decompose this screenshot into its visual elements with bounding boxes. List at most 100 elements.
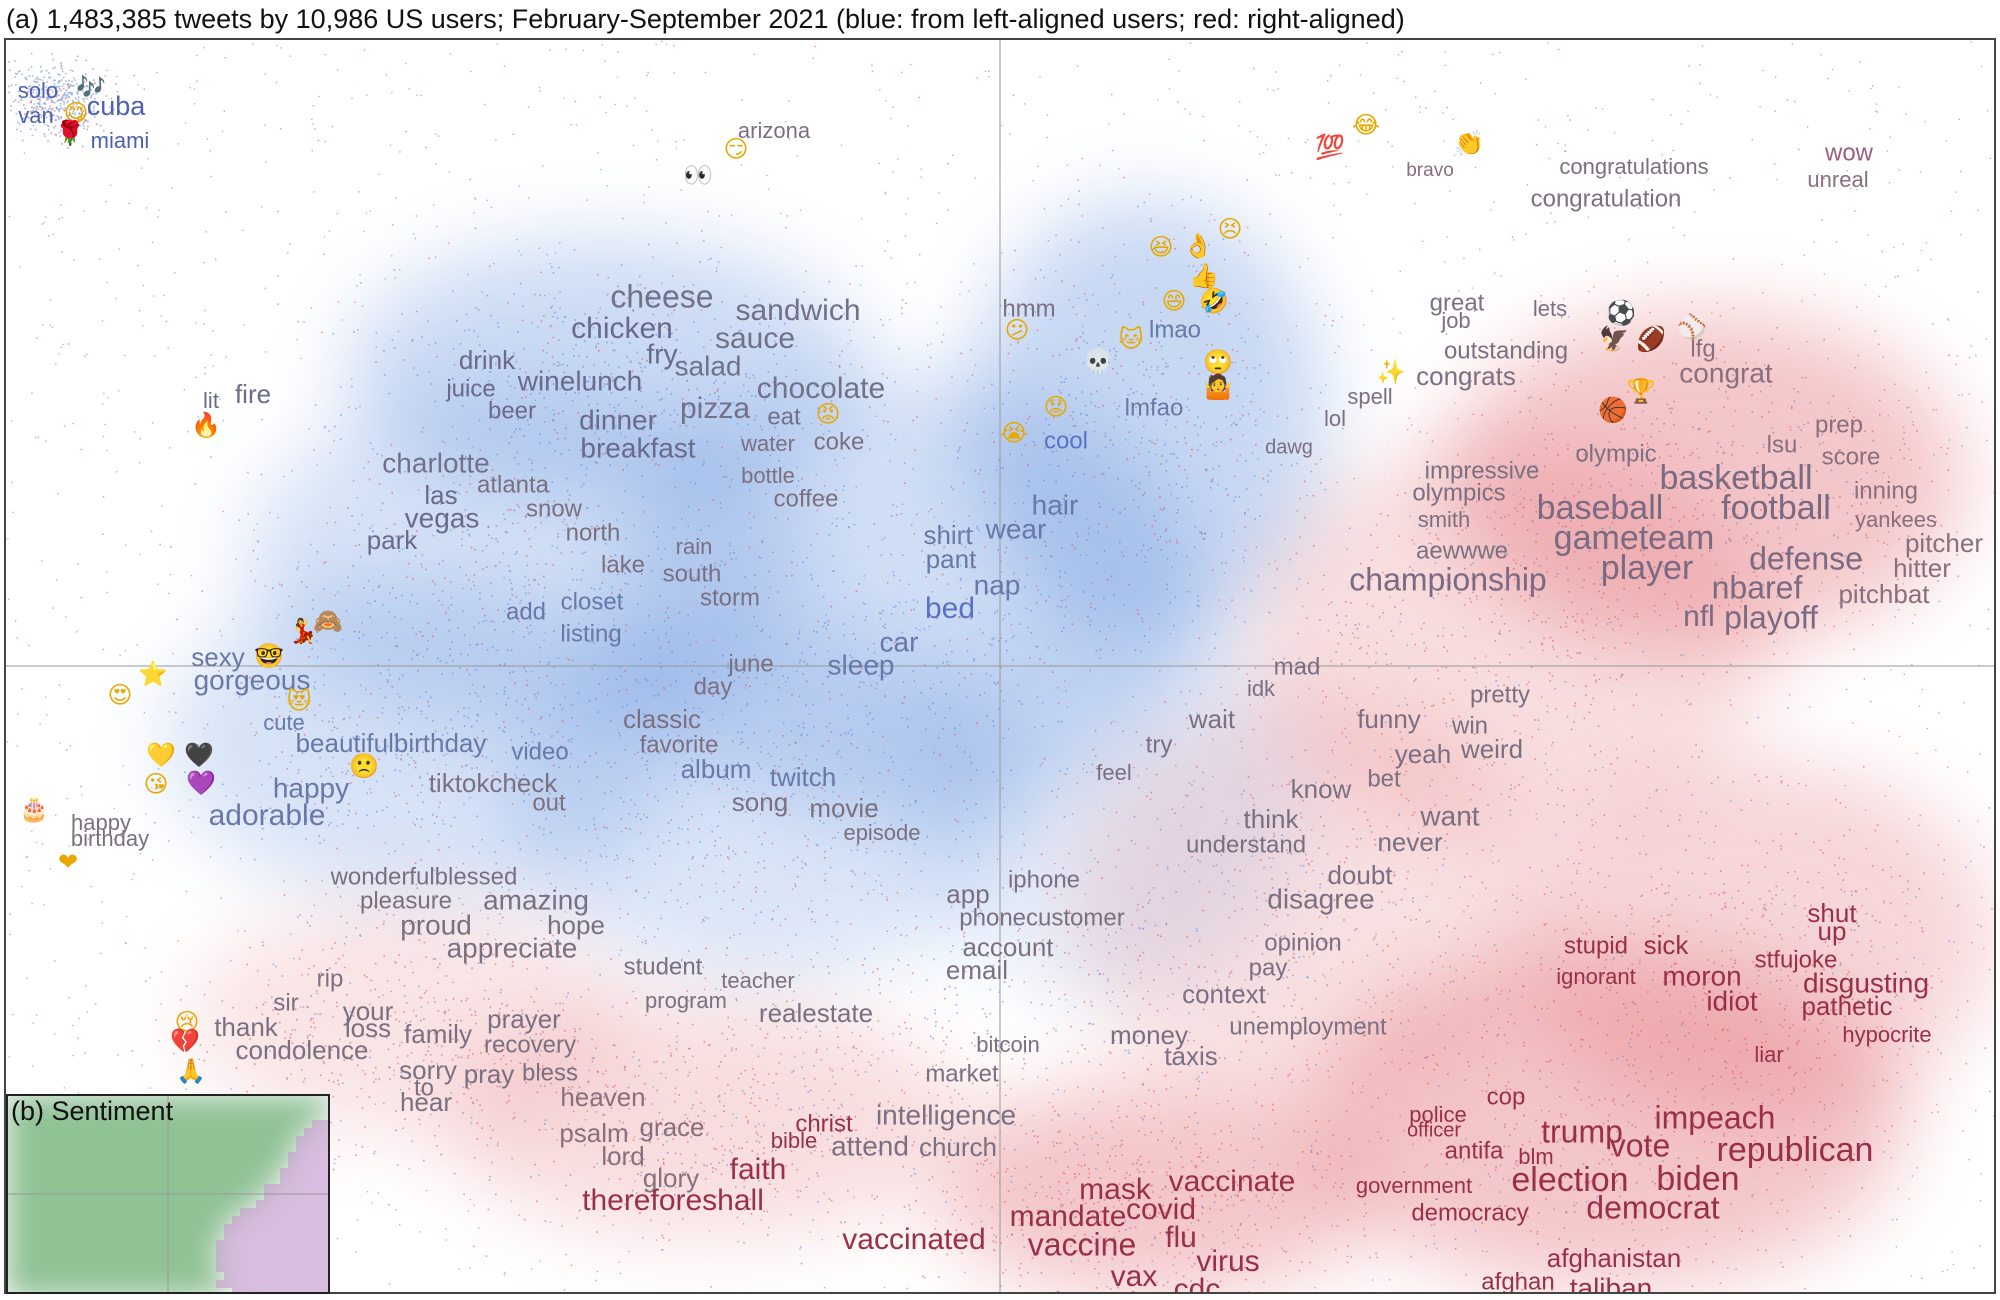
word-label: try [1146, 731, 1173, 758]
word-label: loss [345, 1013, 391, 1043]
word-label: sorry [399, 1055, 457, 1085]
word-label: hope [547, 910, 605, 940]
word-label: storm [700, 584, 760, 611]
word-label: car [880, 626, 919, 657]
word-label: mandate [1010, 1200, 1127, 1233]
word-label: recovery [484, 1031, 576, 1058]
word-label: psalm [559, 1118, 628, 1148]
word-label: sleep [828, 649, 895, 680]
word-label: flu [1165, 1221, 1197, 1254]
word-label: realestate [759, 998, 873, 1028]
word-label: funny [1357, 704, 1421, 734]
word-label: mask [1079, 1173, 1152, 1206]
emoji-label: 🌹 [55, 118, 85, 147]
gridlines [6, 40, 1994, 1292]
word-label: bitcoin [976, 1032, 1040, 1057]
emoji-label: 🐱 [1118, 325, 1143, 353]
word-label: video [511, 738, 568, 765]
word-label: miami [91, 128, 150, 153]
word-label: olympic [1575, 440, 1656, 467]
word-label: ignorant [1556, 964, 1636, 989]
word-label: cute [263, 710, 305, 735]
word-label: bravo [1406, 160, 1454, 181]
word-label: appreciate [447, 932, 578, 963]
emoji-label: 🏈 [1636, 325, 1666, 353]
word-label: fry [646, 338, 677, 369]
word-label: church [919, 1132, 997, 1162]
word-label: twitch [770, 762, 836, 792]
emoji-label: 🦅 [1599, 324, 1629, 353]
word-label: heaven [560, 1082, 645, 1112]
word-label: adorable [209, 799, 326, 832]
word-label: beautifulbirthday [296, 728, 487, 758]
word-label: nap [974, 569, 1021, 600]
word-label: add [506, 598, 546, 625]
word-label: lsu [1767, 431, 1798, 458]
word-label: unvaccinated [960, 1287, 1137, 1292]
word-label: closet [561, 588, 624, 615]
emoji-label: 😂 [1352, 111, 1380, 139]
word-label: inning [1854, 477, 1918, 504]
emoji-label: 👀 [683, 161, 713, 189]
word-label: congrat [1679, 357, 1773, 388]
word-label: wonderfulblessed [330, 863, 518, 890]
word-label: antifa [1445, 1137, 1504, 1164]
word-label: las [424, 480, 457, 510]
emoji-label: ❤ [58, 848, 78, 876]
emoji-label: 🎂 [19, 794, 49, 823]
word-label: hitter [1893, 553, 1951, 583]
word-label: smith [1418, 507, 1471, 532]
word-label: bible [771, 1128, 817, 1153]
word-label: wear [985, 513, 1047, 544]
emoji-label: 🙁 [349, 752, 379, 780]
word-label: dinner [579, 404, 657, 435]
word-label: to [414, 1074, 434, 1101]
emoji-label: 😟 [1043, 393, 1068, 421]
emoji-label: 🙈 [313, 607, 343, 635]
word-label: election [1511, 1161, 1628, 1199]
word-label: listing [560, 620, 621, 647]
word-label: thereforeshall [582, 1184, 764, 1217]
word-label: unreal [1807, 167, 1868, 192]
word-label: episode [843, 820, 920, 845]
word-label: cuba [87, 91, 147, 121]
word-label: song [732, 787, 788, 817]
emoji-label: 🖤 [184, 741, 214, 769]
word-label: bottle [741, 463, 795, 488]
emoji-label: 🙄 [1203, 348, 1233, 376]
word-label: solo [18, 78, 58, 103]
word-label: lord [601, 1141, 644, 1171]
word-label: coffee [774, 485, 839, 512]
word-label: nfl [1683, 600, 1715, 633]
emoji-label: 💔 [170, 1027, 200, 1055]
emoji-label: 🔥 [191, 411, 221, 439]
word-label: snow [526, 495, 583, 522]
emoji-label: 😻 [286, 687, 311, 715]
word-label: prep [1815, 411, 1863, 438]
emoji-label: ✨ [1376, 358, 1406, 386]
word-label: pleasure [360, 887, 452, 914]
word-label: dawg [1265, 436, 1313, 458]
word-label: chocolate [757, 372, 885, 405]
word-label: impressive [1425, 457, 1540, 484]
word-label: lit [203, 388, 219, 413]
emoji-label: 🙏 [176, 1057, 206, 1085]
word-label: think [1244, 804, 1300, 834]
word-label: nbaref [1712, 569, 1803, 605]
word-label: defense [1749, 540, 1863, 576]
emoji-label: 😏 [723, 135, 748, 163]
word-label: lmao [1149, 316, 1201, 343]
word-label: republican [1717, 1131, 1874, 1169]
emoji-label: 😡 [815, 400, 840, 428]
emoji-label: 😋 [63, 99, 88, 127]
word-label: unemployment [1229, 1013, 1387, 1040]
word-label: shut [1807, 898, 1857, 928]
word-label: afghan [1481, 1268, 1554, 1292]
emoji-label: 👌 [1183, 232, 1213, 260]
word-label: sick [1644, 930, 1690, 960]
word-label: know [1291, 774, 1352, 804]
word-label: player [1601, 549, 1694, 587]
word-label: drink [459, 345, 516, 375]
word-label: pray [464, 1059, 515, 1089]
emoji-label: ⭐ [138, 660, 168, 688]
